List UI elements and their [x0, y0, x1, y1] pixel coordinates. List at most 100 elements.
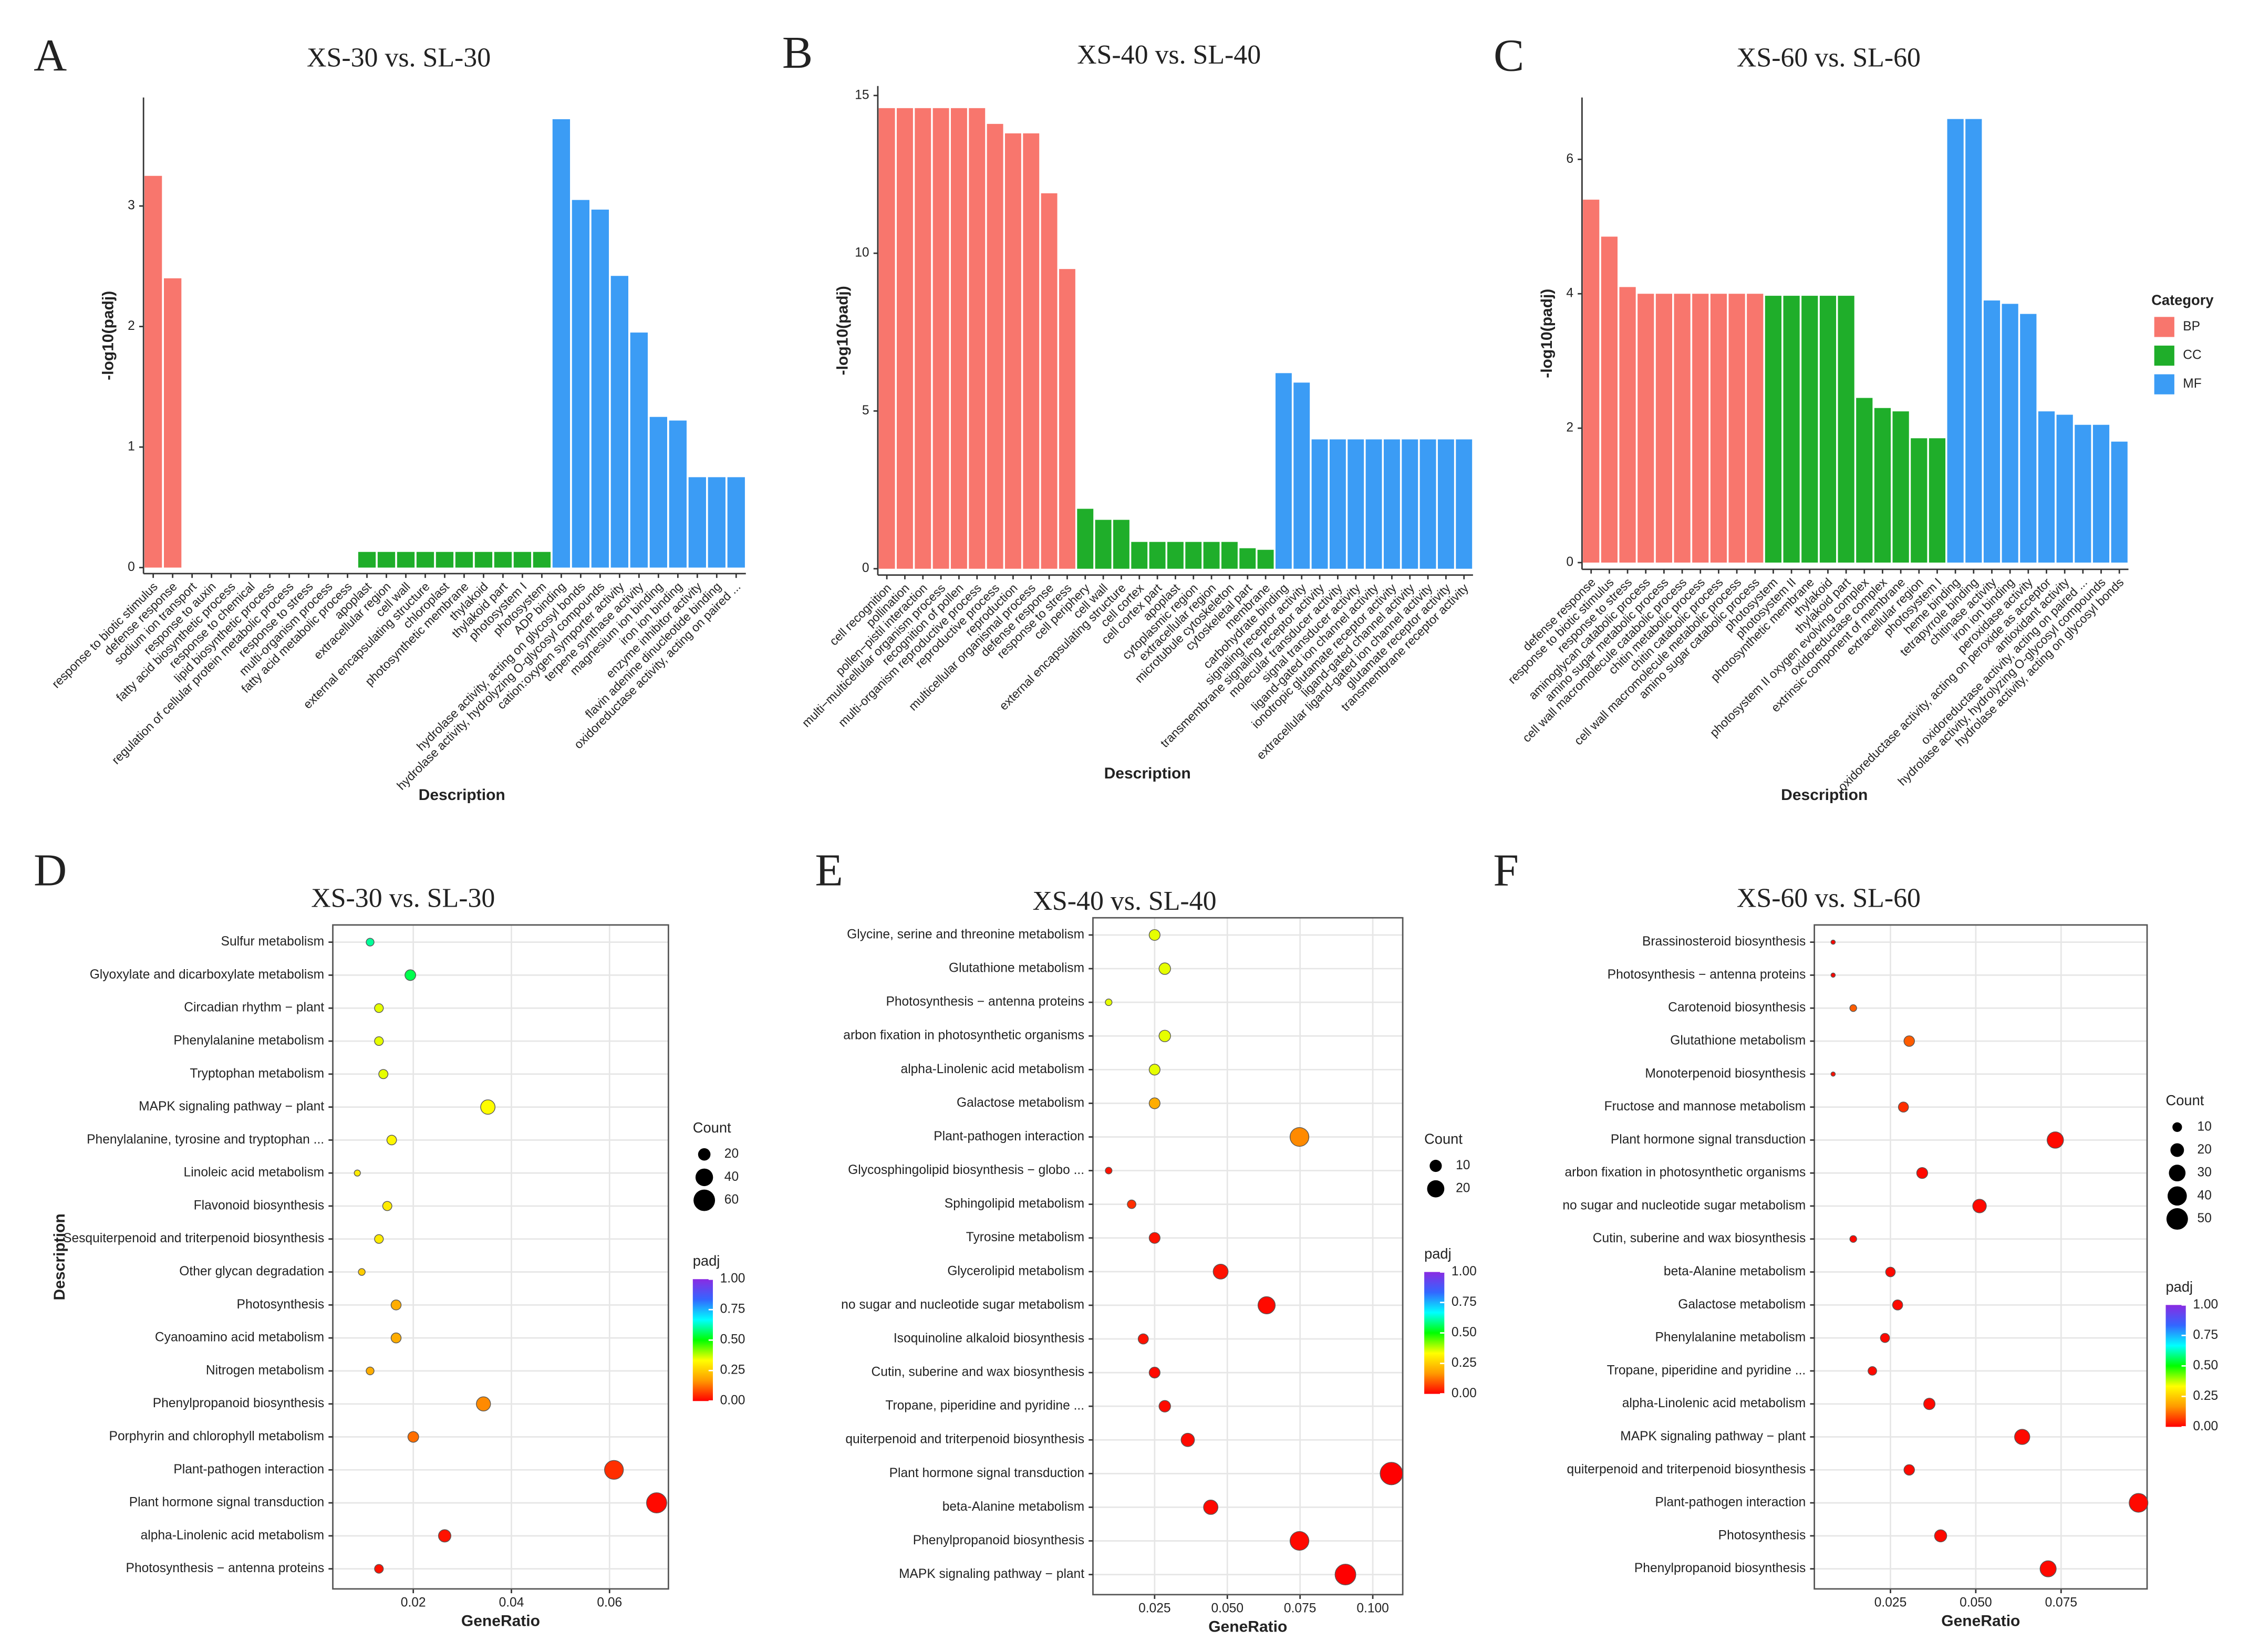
plot-background: [1814, 924, 2148, 1589]
y-tick-label: Phenylpropanoid biosynthesis: [1634, 1561, 1806, 1575]
bar: [1674, 294, 1691, 563]
chart-title: XS-60 vs. SL-60: [1737, 883, 1921, 913]
legend-swatch: [2154, 317, 2174, 337]
x-tick-label: 0.100: [1356, 1602, 1388, 1616]
y-tick-label: alpha-Linolenic acid metabolism: [1622, 1396, 1806, 1410]
bar: [1149, 542, 1166, 569]
y-tick-label: 0: [128, 560, 135, 574]
y-tick-label: Phenylpropanoid biosynthesis: [913, 1533, 1084, 1547]
x-tick-label: 0.025: [1138, 1602, 1170, 1616]
y-tick-label: no sugar and nucleotide sugar metabolism: [1562, 1198, 1806, 1212]
dot: [1148, 1367, 1160, 1379]
y-tick-label: Glyoxylate and dicarboxylate metabolism: [90, 968, 324, 982]
color-bar-label: 1.00: [720, 1272, 745, 1286]
dot: [1885, 1266, 1896, 1277]
y-tick-label: Photosynthesis − antenna proteins: [1608, 968, 1806, 982]
dot: [1334, 1564, 1356, 1585]
y-tick-label: Fructose and mannose metabolism: [1604, 1099, 1806, 1114]
bar: [915, 108, 931, 569]
bar: [1383, 439, 1400, 569]
bar: [1710, 294, 1727, 563]
y-tick-label: beta-Alanine metabolism: [942, 1500, 1084, 1514]
bar: [1801, 296, 1818, 563]
bar: [494, 552, 512, 568]
bar: [1583, 200, 1600, 563]
chart-title: XS-40 vs. SL-40: [1032, 886, 1216, 916]
y-tick-label: Sesquiterpenoid and triterpenoid biosynt…: [63, 1231, 324, 1245]
dot: [2046, 1131, 2064, 1149]
y-tick-label: 5: [862, 403, 869, 418]
bar: [1419, 439, 1436, 569]
panel-letter: C: [1494, 30, 1524, 81]
bar: [572, 200, 590, 568]
dot: [1148, 1232, 1160, 1244]
y-tick-label: 6: [1566, 152, 1573, 166]
bar: [1783, 296, 1800, 563]
dot: [390, 1300, 402, 1311]
y-tick-label: MAPK signaling pathway − plant: [1620, 1429, 1806, 1443]
bar: [144, 175, 162, 568]
bar: [727, 477, 745, 568]
color-legend-title: padj: [1424, 1245, 1452, 1262]
dot: [358, 1268, 366, 1276]
dot: [378, 1069, 389, 1079]
x-tick-label: 0.02: [401, 1596, 426, 1610]
y-tick-label: alpha-Linolenic acid metabolism: [901, 1062, 1085, 1076]
y-tick-label: Phenylalanine metabolism: [1655, 1331, 1806, 1345]
color-legend-title: padj: [693, 1253, 720, 1269]
bar: [1293, 382, 1310, 569]
bar: [1601, 236, 1618, 563]
bar: [1819, 296, 1837, 563]
dot: [1868, 1366, 1877, 1376]
dot: [646, 1492, 667, 1514]
y-tick-label: arbon fixation in photosynthetic organis…: [843, 1028, 1084, 1043]
bar: [1619, 287, 1636, 563]
color-legend-title: padj: [2166, 1279, 2193, 1295]
size-legend-label: 50: [2198, 1211, 2212, 1225]
dot: [438, 1529, 451, 1543]
bar: [688, 477, 706, 568]
size-legend-label: 30: [2198, 1166, 2212, 1180]
bar: [1456, 439, 1473, 569]
dot: [1180, 1432, 1195, 1447]
bar: [2056, 414, 2073, 563]
bar: [1747, 294, 1764, 563]
bar: [1041, 193, 1058, 569]
dot: [1289, 1531, 1310, 1551]
legend-label: MF: [2183, 377, 2201, 391]
bar: [1348, 439, 1364, 569]
y-tick-label: Flavonoid biosynthesis: [194, 1198, 325, 1212]
bar: [1185, 542, 1202, 569]
dot: [1212, 1263, 1229, 1280]
dot: [1903, 1464, 1915, 1476]
dot: [1892, 1300, 1903, 1311]
y-tick-label: Plant hormone signal transduction: [889, 1466, 1084, 1480]
plot-background: [333, 924, 669, 1589]
dot: [1934, 1529, 1947, 1543]
bar: [591, 210, 609, 568]
y-tick-label: Porphyrin and chlorophyll metabolism: [109, 1429, 325, 1443]
y-tick-label: 10: [855, 246, 869, 260]
legend-label: CC: [2183, 348, 2201, 362]
color-bar-label: 0.00: [2193, 1419, 2218, 1433]
y-tick-label: Cutin, suberine and wax biosynthesis: [872, 1365, 1085, 1379]
panel-letter: A: [34, 30, 67, 81]
dot: [374, 1003, 384, 1013]
y-tick-label: Brassinosteroid biosynthesis: [1642, 934, 1806, 949]
x-axis-label: GeneRatio: [1208, 1618, 1287, 1636]
bar: [878, 108, 895, 569]
dot: [1380, 1462, 1403, 1485]
color-bar-label: 0.25: [720, 1363, 745, 1377]
dot: [1158, 1400, 1171, 1412]
legend-swatch: [2154, 345, 2174, 366]
plot-border: [332, 924, 669, 1590]
color-bar-label: 0.50: [2193, 1358, 2218, 1373]
dot: [407, 1431, 419, 1443]
bar: [630, 333, 648, 568]
y-tick-label: Galactose metabolism: [957, 1096, 1084, 1110]
dot: [1880, 1333, 1890, 1343]
size-legend-dot: [693, 1189, 716, 1211]
color-bar-label: 0.25: [2193, 1389, 2218, 1403]
y-axis-label: -log10(padj): [834, 286, 851, 375]
